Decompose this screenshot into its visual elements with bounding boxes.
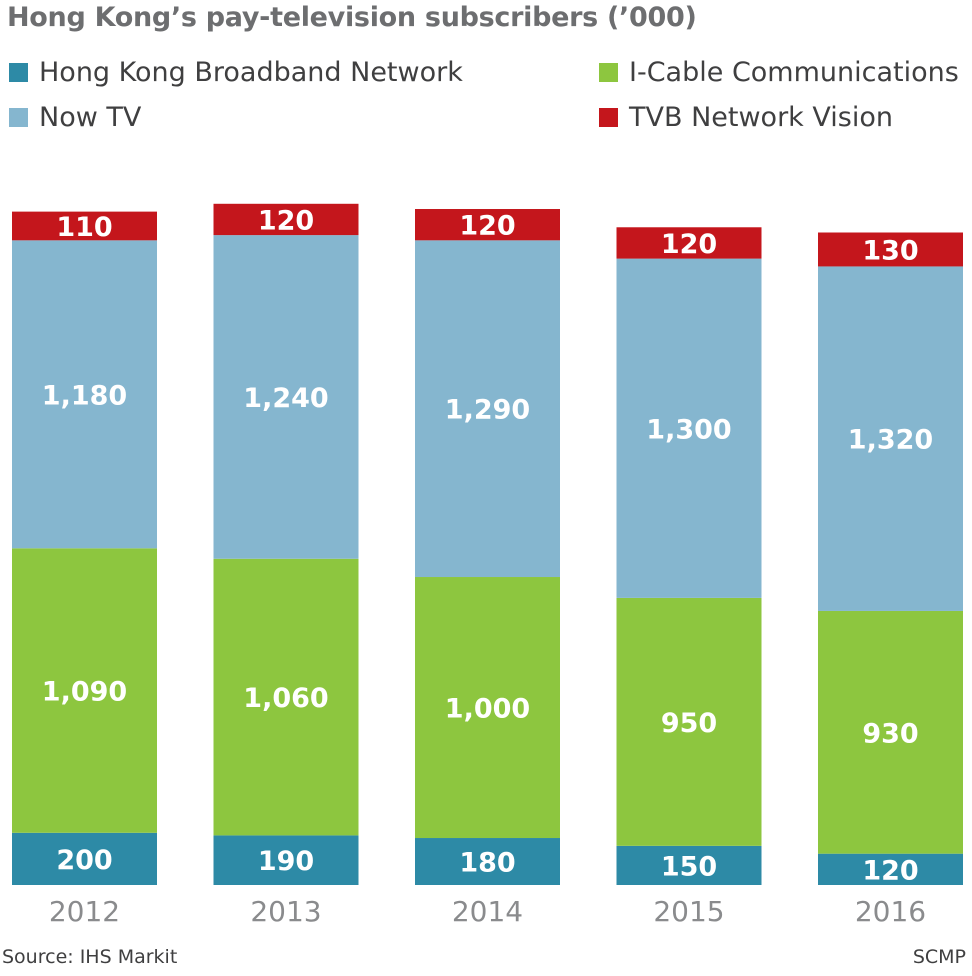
bar-segment-hkbn-2012	[12, 832, 157, 885]
legend-label-tvb: TVB Network Vision	[629, 102, 893, 133]
bar-value-label-nowtv-2015: 1,300	[646, 414, 731, 445]
bar-segment-icable-2016	[818, 610, 963, 854]
bar-value-label-icable-2015: 950	[661, 708, 717, 739]
legend-item-nowtv: Now TV	[9, 102, 141, 133]
bar-value-label-tvb-2012: 110	[56, 212, 112, 243]
legend-item-icable: I-Cable Communications	[599, 57, 959, 88]
bar-value-label-tvb-2015: 120	[661, 229, 717, 260]
x-tick-label-2015: 2015	[653, 895, 724, 928]
legend-swatch-hkbn	[9, 63, 28, 82]
bar-segment-icable-2015	[616, 597, 762, 846]
bar-segment-icable-2014	[415, 577, 560, 839]
bar-segment-icable-2012	[12, 548, 157, 833]
legend-swatch-nowtv	[9, 108, 28, 127]
bar-value-label-hkbn-2015: 150	[661, 851, 717, 882]
legend-swatch-icable	[599, 63, 618, 82]
bar-value-label-tvb-2014: 120	[459, 211, 515, 242]
bar-segment-hkbn-2015	[616, 845, 762, 885]
legend-item-hkbn: Hong Kong Broadband Network	[9, 57, 463, 88]
bar-segment-nowtv-2015	[616, 258, 762, 598]
legend-label-nowtv: Now TV	[39, 102, 142, 133]
bar-value-label-tvb-2016: 130	[862, 235, 918, 266]
bar-segment-icable-2013	[213, 558, 359, 836]
bar-segment-tvb-2015	[616, 227, 762, 259]
bar-value-label-icable-2013: 1,060	[243, 683, 328, 714]
bar-segment-nowtv-2013	[213, 235, 359, 559]
legend-item-tvb: TVB Network Vision	[599, 102, 893, 133]
x-tick-label-2012: 2012	[49, 895, 120, 928]
bar-segment-hkbn-2013	[213, 835, 359, 885]
bar-segment-hkbn-2016	[818, 853, 963, 885]
credit-note: SCMP	[912, 946, 966, 968]
bar-value-label-icable-2014: 1,000	[445, 694, 530, 725]
bar-segment-nowtv-2016	[818, 266, 963, 611]
bar-value-label-nowtv-2014: 1,290	[445, 395, 530, 426]
bar-segment-nowtv-2012	[12, 240, 157, 549]
bar-value-label-nowtv-2012: 1,180	[42, 380, 127, 411]
bar-segment-tvb-2012	[12, 211, 157, 241]
bar-segment-nowtv-2014	[415, 240, 560, 578]
legend-label-hkbn: Hong Kong Broadband Network	[39, 57, 463, 88]
bar-value-label-icable-2016: 930	[862, 718, 918, 749]
bar-value-label-nowtv-2016: 1,320	[848, 425, 933, 456]
bar-segment-tvb-2013	[213, 203, 359, 236]
bar-value-label-tvb-2013: 120	[258, 205, 314, 236]
x-tick-label-2016: 2016	[855, 895, 926, 928]
bar-value-label-hkbn-2012: 200	[56, 845, 112, 876]
bar-segment-hkbn-2014	[415, 838, 560, 885]
x-tick-label-2013: 2013	[250, 895, 321, 928]
stacked-bar-chart: 200 1,090 1,180 110 2012 190 1,060 1,240 120 2013…	[12, 203, 963, 928]
bar-value-label-hkbn-2016: 120	[862, 855, 918, 886]
bar-value-label-hkbn-2014: 180	[459, 848, 515, 879]
bar-segment-tvb-2014	[415, 209, 560, 241]
x-tick-label-2014: 2014	[452, 895, 523, 928]
chart-title: Hong Kong’s pay-television subscribers (…	[7, 2, 697, 33]
source-note: Source: IHS Markit	[2, 946, 178, 968]
bar-value-label-nowtv-2013: 1,240	[243, 383, 328, 414]
legend-swatch-tvb	[599, 108, 618, 127]
bar-segment-tvb-2016	[818, 232, 963, 267]
bar-value-label-hkbn-2013: 190	[258, 846, 314, 877]
bar-value-label-icable-2012: 1,090	[42, 677, 127, 708]
legend-label-icable: I-Cable Communications	[629, 57, 959, 88]
